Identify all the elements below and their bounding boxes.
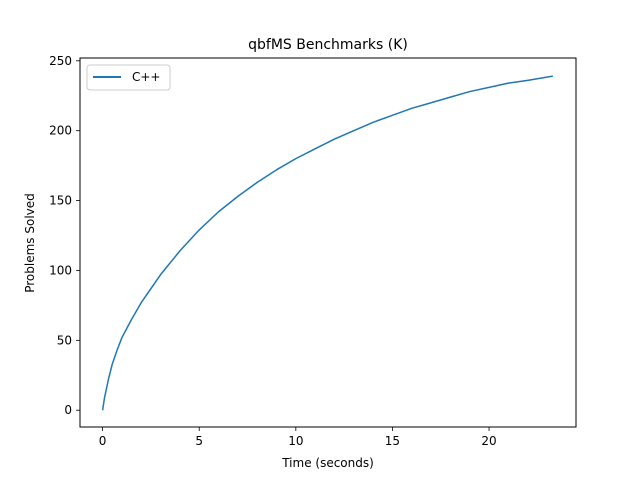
y-axis-label: Problems Solved — [23, 193, 37, 293]
plot-area — [101, 75, 553, 411]
y-tick-label: 250 — [49, 54, 72, 68]
y-tick-label: 200 — [49, 124, 72, 138]
legend-box — [86, 64, 171, 91]
axes-frame — [79, 57, 577, 428]
y-tick-label: 0 — [64, 403, 72, 417]
y-axis: 0 50 100 150 200 250 — [49, 54, 80, 417]
x-tick-label: 0 — [99, 434, 107, 448]
chart-title: qbfMS Benchmarks (K) — [248, 37, 408, 53]
x-tick-label: 10 — [288, 434, 303, 448]
x-tick-label: 15 — [385, 434, 400, 448]
x-axis-label: Time (seconds) — [281, 456, 374, 470]
y-tick-label: 150 — [49, 194, 72, 208]
series-line-0 — [101, 75, 553, 411]
x-axis: 0 5 10 15 20 — [99, 427, 497, 448]
y-tick-label: 100 — [49, 263, 72, 277]
legend-label: C++ — [132, 70, 161, 84]
legend: C++ — [86, 64, 171, 91]
y-tick-label: 50 — [57, 333, 72, 347]
x-tick-label: 5 — [195, 434, 203, 448]
x-tick-label: 20 — [481, 434, 496, 448]
